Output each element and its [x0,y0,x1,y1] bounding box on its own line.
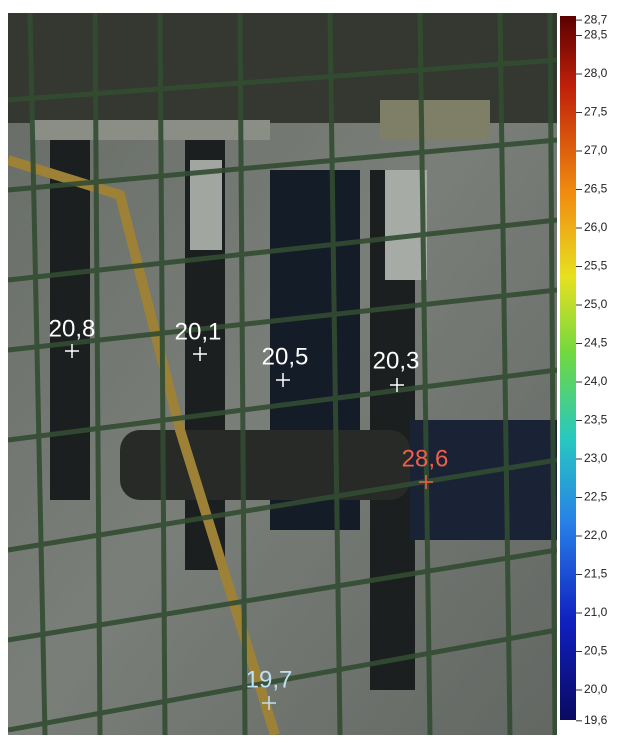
scale-label: 28,5 [584,28,608,42]
scale-label: 28,7 [584,12,608,26]
scale-label: 26,0 [584,220,608,234]
scale-label: 24,5 [584,336,608,350]
scale-label: 28,0 [584,66,608,80]
scale-label: 20,0 [584,682,608,696]
scale-label: 25,5 [584,259,608,273]
scale-label: 21,5 [584,567,608,581]
spot-label: 20,1 [175,318,222,345]
scale-label: 19,6 [584,713,608,727]
spot-label: 28,6 [402,445,449,472]
scale-label: 20,5 [584,644,608,658]
scale-label: 21,0 [584,605,608,619]
scale-label: 22,0 [584,528,608,542]
scale-label: 24,0 [584,374,608,388]
scale-label: 27,0 [584,143,608,157]
scale-label: 23,5 [584,413,608,427]
scale-label: 27,5 [584,105,608,119]
spot-label: 19,7 [246,666,293,693]
scale-label: 23,0 [584,451,608,465]
scale-label: 25,0 [584,297,608,311]
spot-label: 20,3 [373,347,420,374]
scale-label: 22,5 [584,490,608,504]
scale-label: 26,5 [584,182,608,196]
spot-label: 20,8 [49,315,96,342]
spot-label: 20,5 [262,343,309,370]
color-scale [560,16,576,720]
thermal-view: 20,8 20,1 20,5 20,3 28,6 19,7 28,7 28,5 28,0 27,5… [0,0,641,743]
